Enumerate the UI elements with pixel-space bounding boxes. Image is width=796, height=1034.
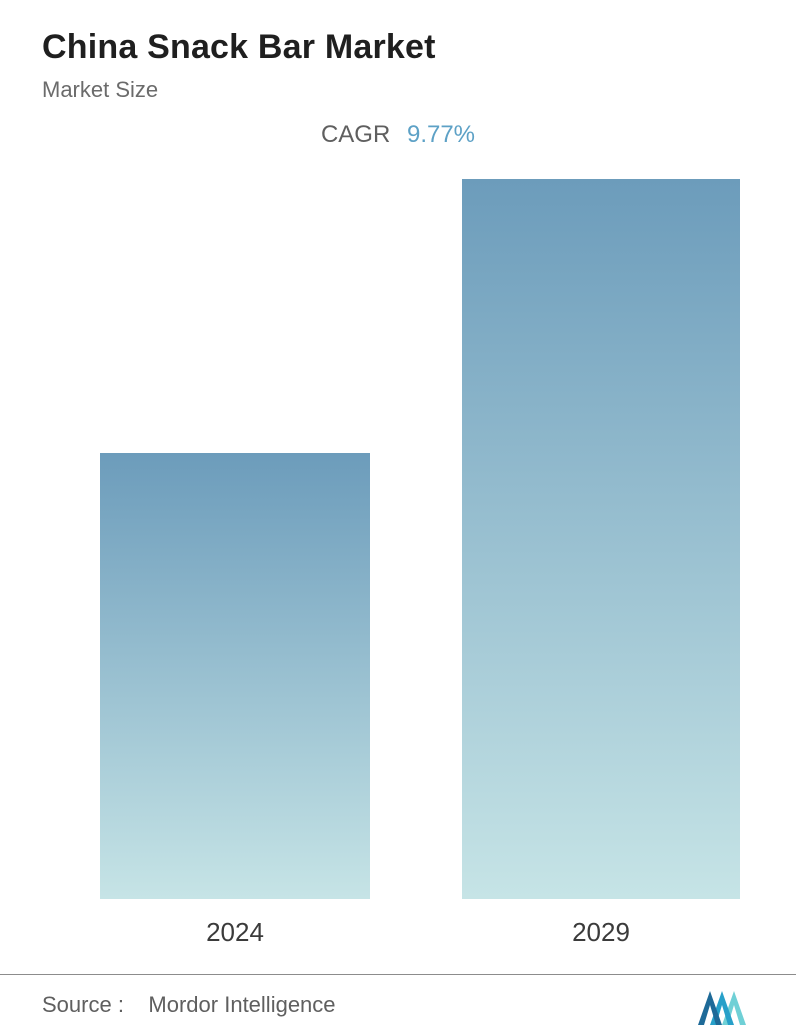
cagr-label: CAGR [321,121,390,148]
bar-2024: 2024 [100,453,370,899]
source-name: Mordor Intelligence [148,992,335,1017]
source-line: Source : Mordor Intelligence [42,992,336,1018]
bar-fill [462,179,740,899]
brand-logo-icon [694,985,754,1025]
bar-chart: 2024 2029 [42,179,754,899]
source-label: Source : [42,992,124,1017]
card-title: China Snack Bar Market [42,28,754,67]
bar-category-label: 2024 [100,917,370,948]
bar-category-label: 2029 [462,917,740,948]
cagr-value: 9.77% [407,121,475,148]
bar-fill [100,453,370,899]
bar-2029: 2029 [462,179,740,899]
card-footer: Source : Mordor Intelligence [0,974,796,1034]
card-subtitle: Market Size [42,77,754,103]
cagr-row: CAGR 9.77% [42,121,754,149]
market-summary-card: China Snack Bar Market Market Size CAGR … [0,0,796,1034]
